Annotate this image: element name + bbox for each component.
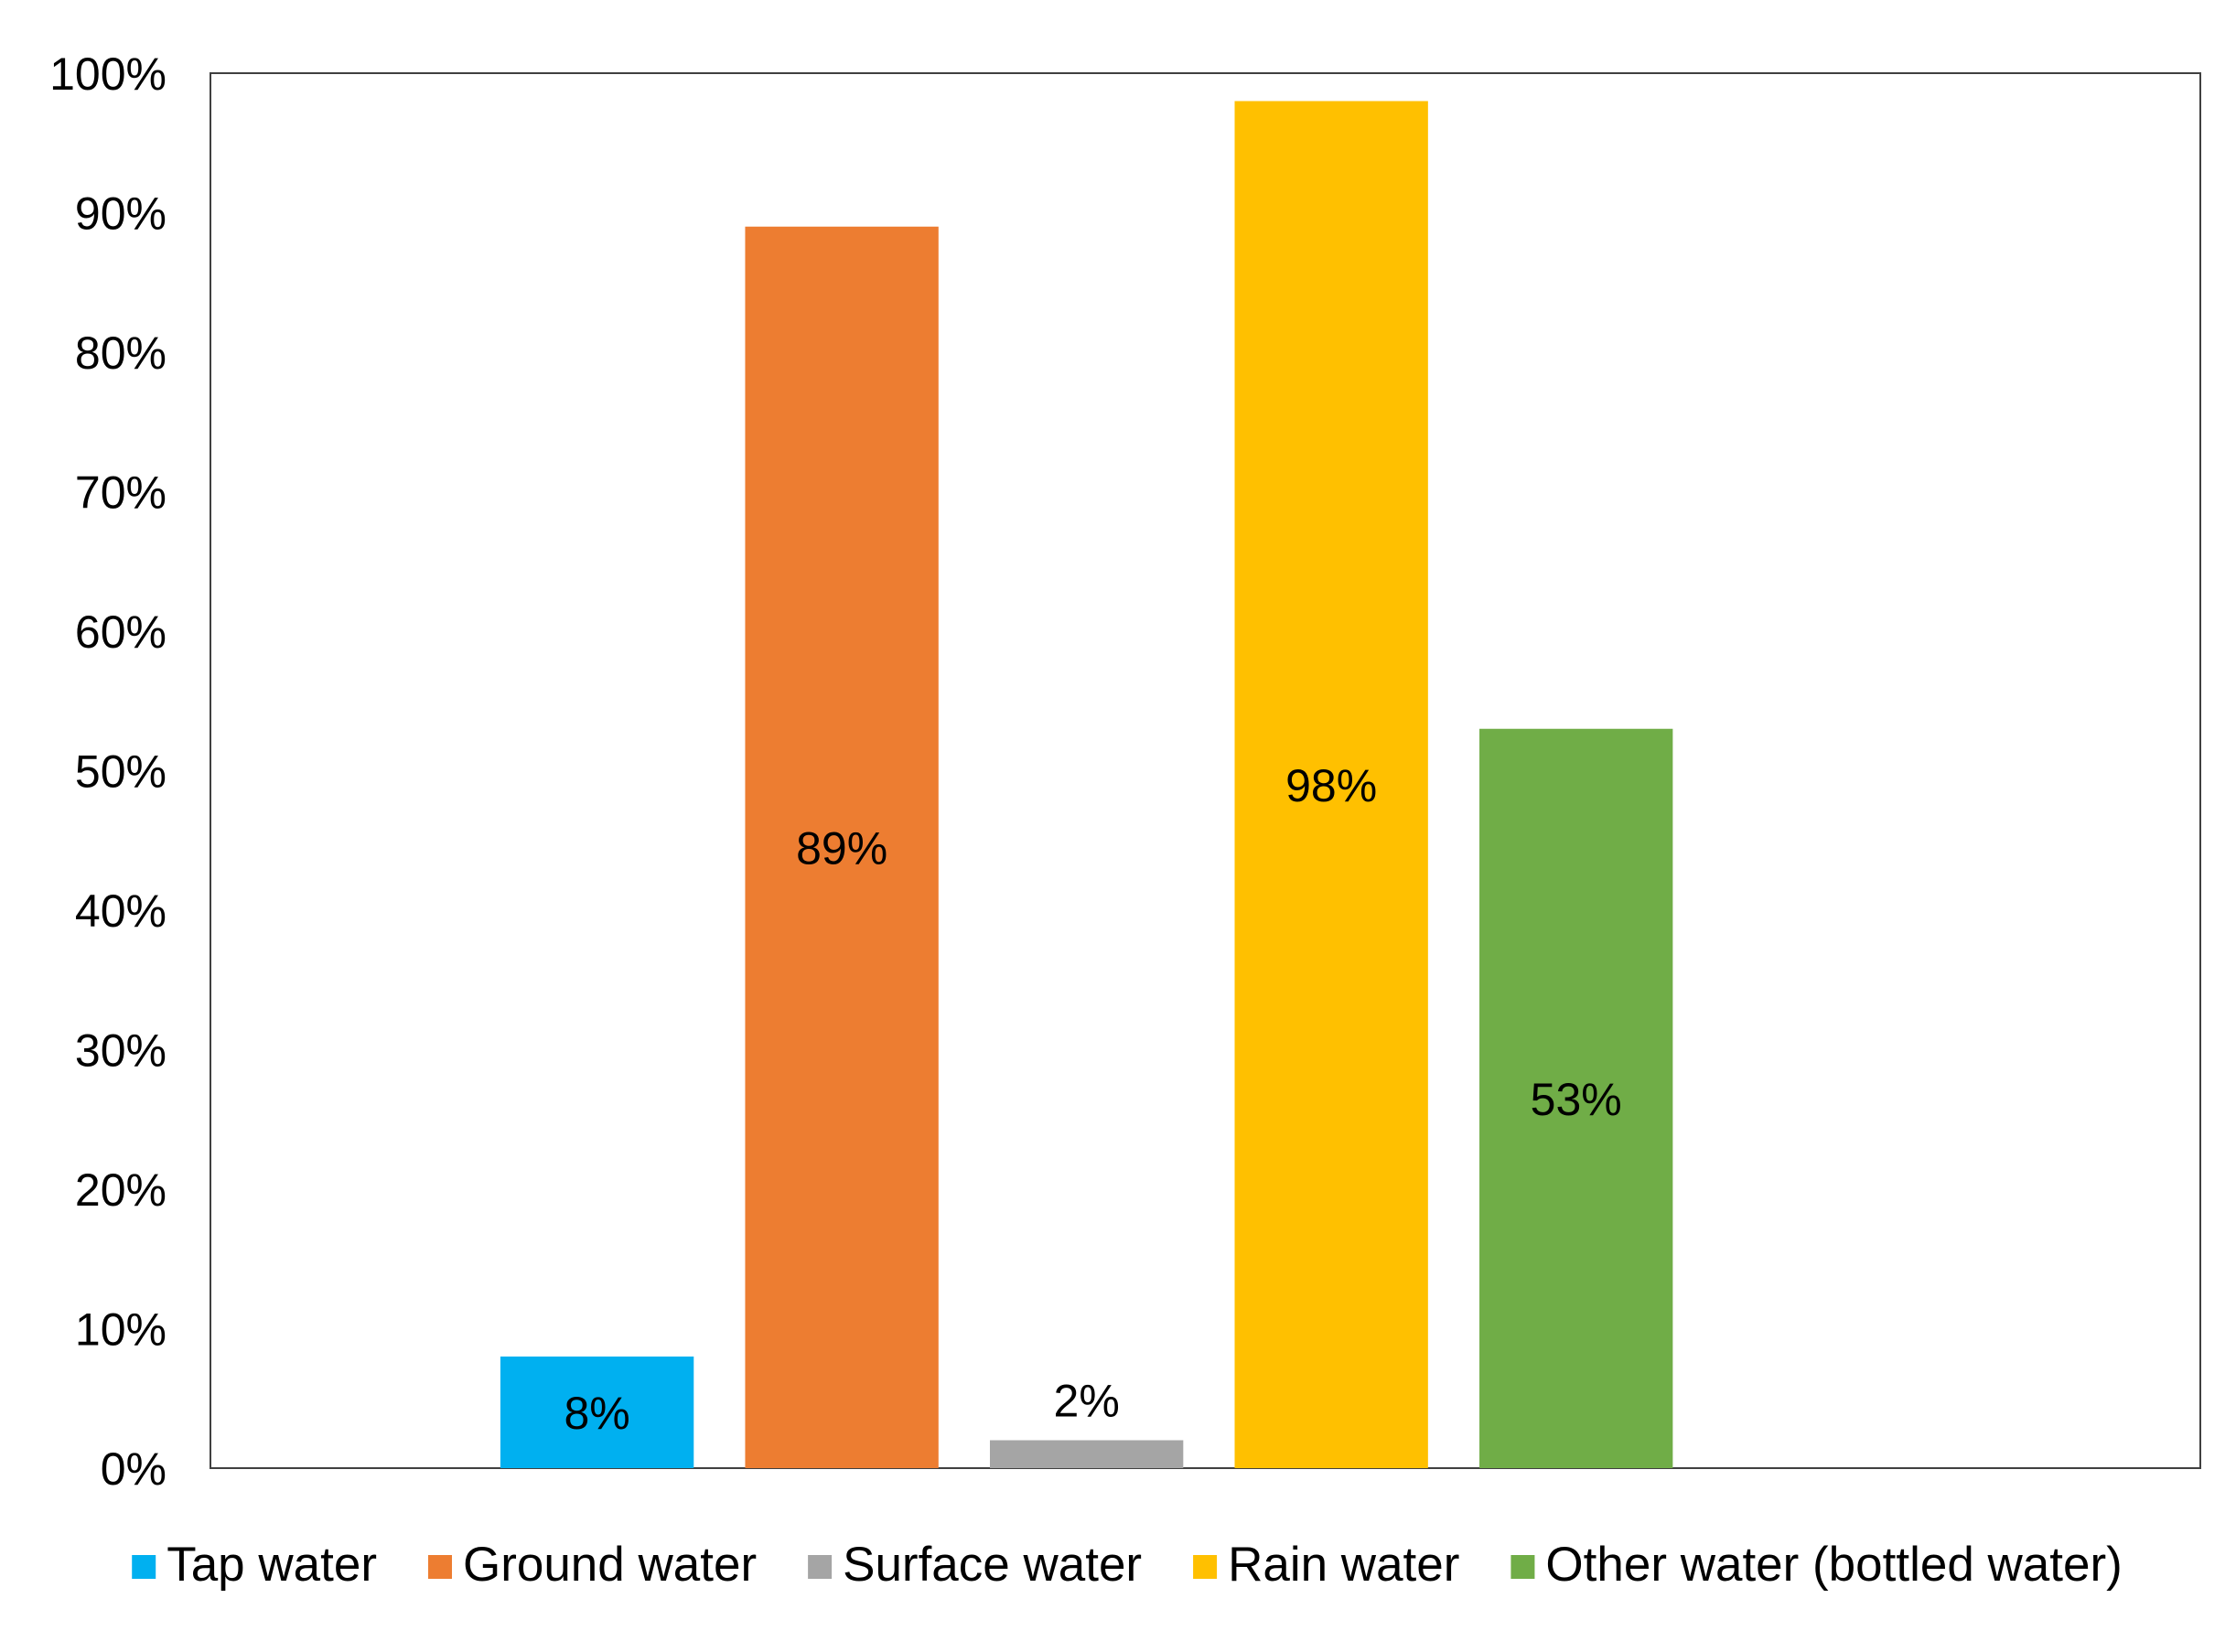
data-label: 53% (1531, 1074, 1622, 1125)
bar-other-water-bottled-water (1479, 728, 1673, 1468)
y-tick-label: 70% (75, 467, 167, 519)
data-label: 89% (796, 822, 887, 874)
y-tick-label: 40% (75, 885, 167, 937)
legend-item: Rain water (1193, 1538, 1459, 1592)
bar-surface-water (989, 1440, 1184, 1468)
bar-tap-water (500, 1357, 694, 1468)
data-label: 2% (1054, 1376, 1120, 1427)
y-tick-label: 30% (75, 1025, 167, 1077)
legend-label: Rain water (1228, 1538, 1459, 1592)
y-tick-label: 0% (101, 1443, 167, 1495)
legend-swatch (808, 1555, 833, 1579)
legend-item: Ground water (427, 1538, 757, 1592)
y-tick-label: 10% (75, 1304, 167, 1356)
y-tick-label: 50% (75, 746, 167, 798)
legend-item: Other water (bottled water) (1510, 1538, 2123, 1592)
legend-label: Ground water (463, 1538, 757, 1592)
legend-label: Other water (bottled water) (1545, 1538, 2122, 1592)
legend-item: Tap water (132, 1538, 377, 1592)
data-label: 8% (564, 1388, 629, 1439)
y-tick-label: 80% (75, 327, 167, 379)
legend-swatch (1193, 1555, 1218, 1579)
y-tick-label: 90% (75, 188, 167, 240)
bar-rain-water (1234, 101, 1428, 1468)
legend-label: Surface water (843, 1538, 1142, 1592)
legend-swatch (1510, 1555, 1535, 1579)
plot-area-border (210, 72, 2201, 1469)
legend-swatch (427, 1555, 452, 1579)
y-tick-label: 100% (49, 48, 167, 100)
legend-label: Tap water (167, 1538, 377, 1592)
legend-item: Surface water (808, 1538, 1142, 1592)
data-label: 98% (1285, 760, 1377, 811)
y-tick-label: 60% (75, 606, 167, 658)
bar-ground-water (745, 226, 939, 1468)
y-tick-label: 20% (75, 1164, 167, 1216)
legend-swatch (132, 1555, 156, 1579)
